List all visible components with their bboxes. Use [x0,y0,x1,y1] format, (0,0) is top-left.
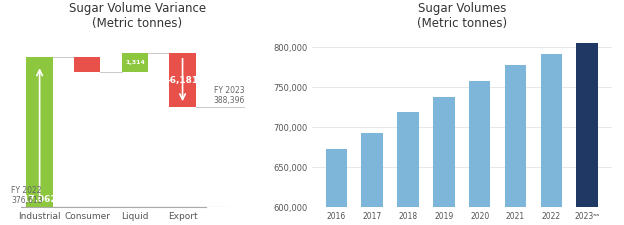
Text: FY 2023
388,396: FY 2023 388,396 [213,86,245,105]
Text: 17,062: 17,062 [22,195,57,204]
Bar [469,81,490,225]
Bar [170,53,196,107]
Bar [505,65,526,225]
Text: -6,181: -6,181 [167,76,198,85]
Bar [361,133,383,225]
Title: Sugar Volume Variance
(Metric tonnes): Sugar Volume Variance (Metric tonnes) [69,2,206,30]
Bar [122,53,148,72]
Bar [26,57,52,207]
Bar [540,54,562,225]
Bar [433,97,455,225]
Bar [326,149,347,225]
Text: FY 2022
376,613: FY 2022 376,613 [11,186,42,205]
Title: Sugar Volumes
(Metric tonnes): Sugar Volumes (Metric tonnes) [417,2,507,30]
Text: 1,314: 1,314 [125,60,145,65]
Bar [397,112,419,225]
Bar [577,43,598,225]
Bar [74,57,100,72]
